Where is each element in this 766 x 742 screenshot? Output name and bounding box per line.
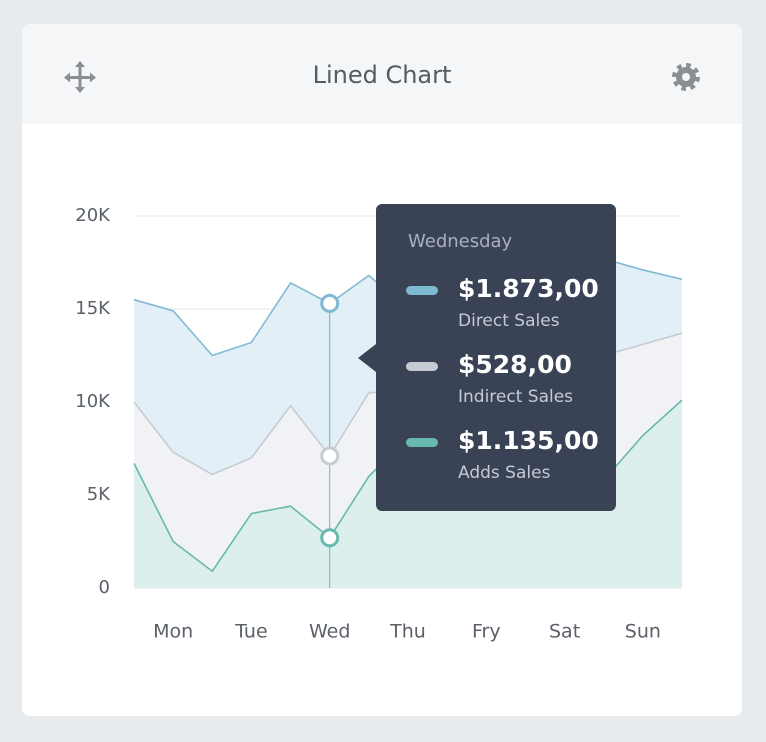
y-tick-label: 5K — [87, 484, 111, 505]
tooltip-box — [358, 204, 616, 511]
tooltip-series-name: Adds Sales — [458, 463, 551, 483]
tooltip-swatch — [406, 438, 438, 447]
tooltip-value: $528,00 — [458, 350, 572, 379]
x-tick-label: Fry — [472, 621, 501, 643]
tooltip-series-name: Indirect Sales — [458, 387, 573, 407]
x-tick-label: Sun — [625, 621, 661, 643]
hover-point — [320, 293, 340, 313]
tooltip-title: Wednesday — [408, 231, 513, 252]
card-header — [22, 24, 742, 124]
tooltip: Wednesday $1.873,00 Direct Sales $528,00 Ind… — [358, 204, 616, 511]
card-title: Lined Chart — [313, 61, 452, 89]
tooltip-series-name: Direct Sales — [458, 311, 560, 331]
settings-icon[interactable] — [672, 63, 700, 91]
move-icon[interactable] — [64, 61, 96, 93]
hover-point — [320, 446, 340, 466]
y-tick-label: 0 — [99, 577, 110, 598]
y-tick-label: 15K — [75, 298, 111, 319]
plot: 0 5K 10K 15K 20K Mon Tue Wed Thu Fry Sat Sun Wednesd… — [75, 204, 683, 643]
y-tick-label: 20K — [75, 205, 111, 226]
x-tick-label: Wed — [309, 621, 350, 643]
y-tick-label: 10K — [75, 391, 111, 412]
tooltip-swatch — [406, 286, 438, 295]
hover-point — [320, 528, 340, 548]
tooltip-value: $1.873,00 — [458, 274, 599, 303]
x-tick-label: Thu — [389, 621, 426, 643]
x-tick-label: Tue — [234, 621, 267, 643]
tooltip-swatch — [406, 362, 438, 371]
x-tick-label: Mon — [153, 621, 193, 643]
tooltip-value: $1.135,00 — [458, 426, 599, 455]
x-tick-label: Sat — [549, 621, 580, 643]
